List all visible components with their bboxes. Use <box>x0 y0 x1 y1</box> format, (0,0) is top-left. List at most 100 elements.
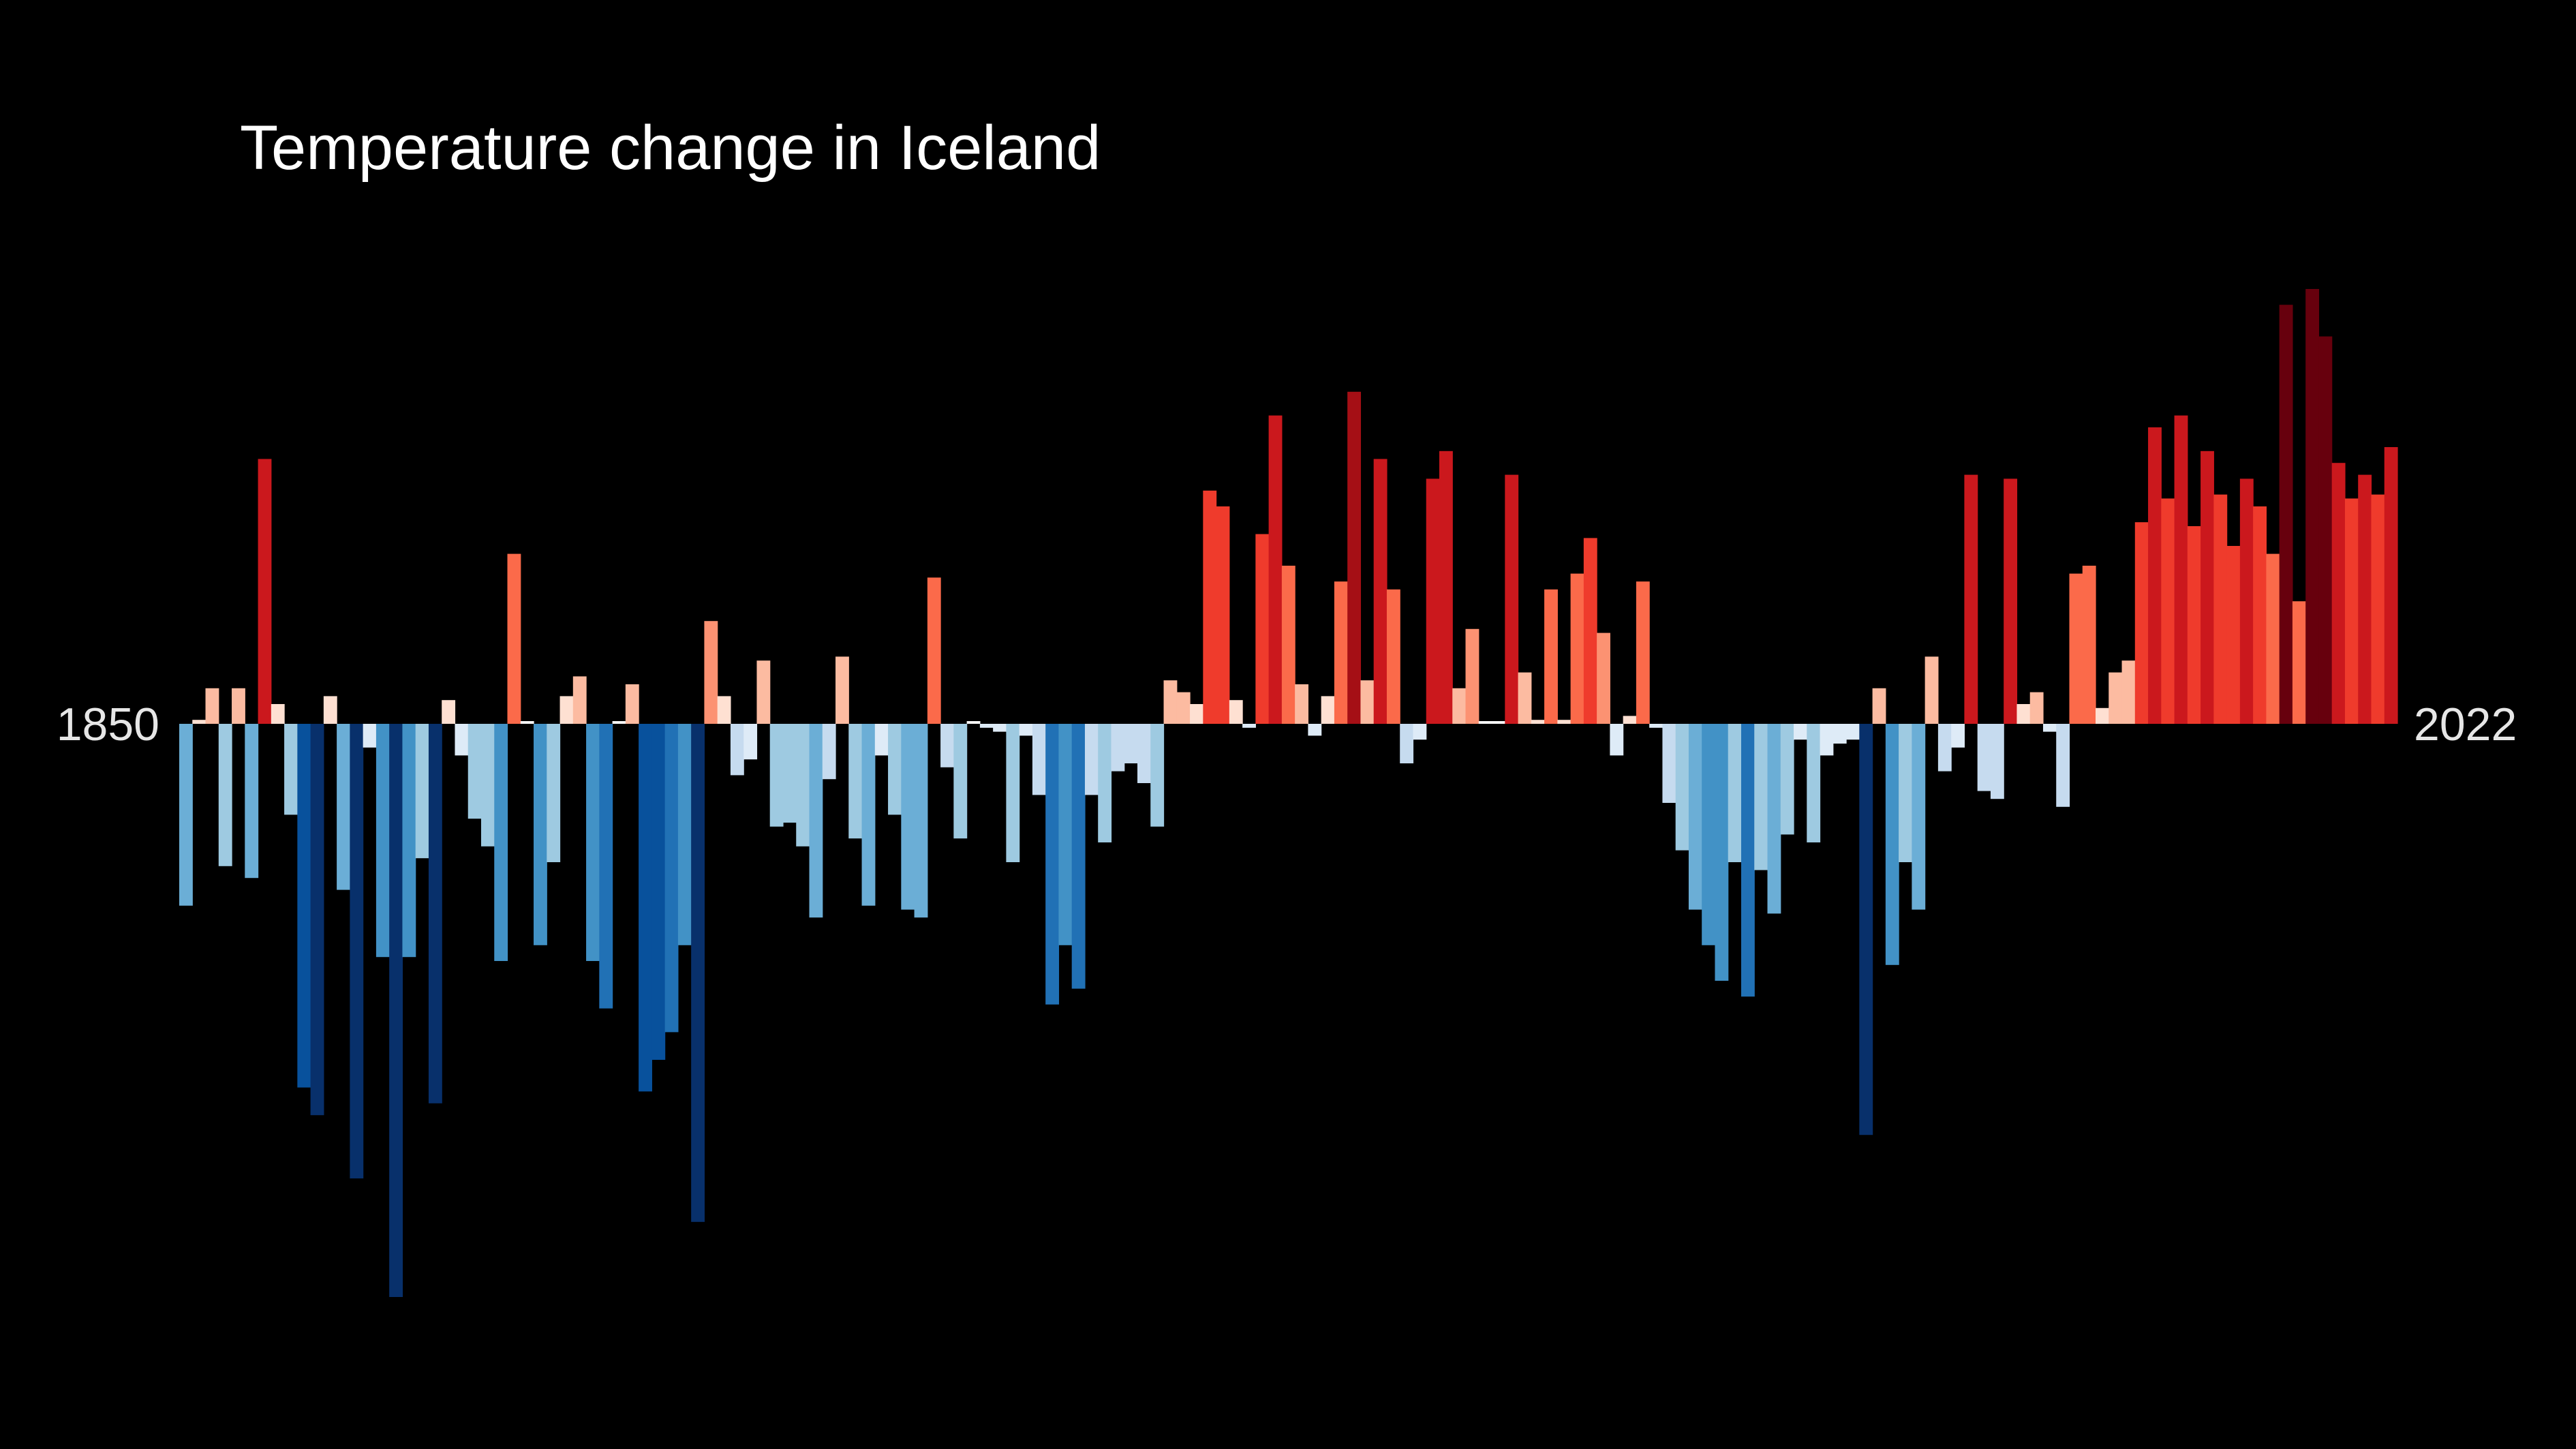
bar-1887 <box>664 724 679 1033</box>
bar-1892 <box>730 724 744 776</box>
bar-1936 <box>1308 724 1322 736</box>
bar-1889 <box>691 724 705 1222</box>
bar-1904 <box>888 724 902 815</box>
bar-1916 <box>1045 724 1060 1005</box>
bar-1950 <box>1492 721 1505 724</box>
bar-1888 <box>677 724 692 945</box>
bar-1945 <box>1426 478 1440 724</box>
bar-1909 <box>953 724 968 839</box>
bar-1905 <box>901 724 915 910</box>
bar-1994 <box>2069 573 2083 724</box>
bar-1954 <box>1544 589 1558 724</box>
bar-1855 <box>245 724 259 879</box>
bar-2017 <box>2371 494 2385 724</box>
bar-1999 <box>2134 522 2149 724</box>
bar-1902 <box>861 724 876 906</box>
bar-1854 <box>232 688 245 724</box>
bar-1992 <box>2042 724 2057 732</box>
bar-1858 <box>284 724 298 815</box>
bar-1886 <box>651 724 666 1060</box>
bar-1857 <box>271 704 285 724</box>
bar-2015 <box>2344 498 2359 724</box>
bar-1852 <box>205 688 219 724</box>
bar-1927 <box>1190 704 1203 724</box>
bar-1971 <box>1767 724 1781 914</box>
bar-1865 <box>375 724 390 958</box>
bar-1960 <box>1623 716 1637 724</box>
bar-1965 <box>1688 724 1702 910</box>
bar-1976 <box>1833 724 1847 744</box>
bar-1877 <box>534 724 547 945</box>
bar-1998 <box>2121 660 2136 724</box>
bar-2011 <box>2292 601 2306 724</box>
bar-1929 <box>1216 506 1230 724</box>
bar-1991 <box>2029 692 2044 724</box>
bar-1907 <box>927 577 941 724</box>
chart-title: Temperature change in Iceland <box>240 113 1101 183</box>
end-year-label: 2022 <box>2414 699 2517 750</box>
bar-1956 <box>1570 573 1584 724</box>
bar-2012 <box>2305 289 2320 724</box>
bar-1970 <box>1754 724 1768 870</box>
bar-1988 <box>1990 724 2004 799</box>
bar-1935 <box>1295 684 1308 724</box>
bar-1964 <box>1675 724 1689 851</box>
bar-1873 <box>480 724 495 846</box>
bar-1880 <box>572 676 587 724</box>
bar-1963 <box>1662 724 1676 803</box>
bar-1958 <box>1597 632 1610 724</box>
bar-1969 <box>1741 724 1755 997</box>
bar-1884 <box>625 684 639 724</box>
bar-1941 <box>1373 459 1387 724</box>
bar-1983 <box>1925 656 1939 724</box>
bar-1940 <box>1360 680 1375 724</box>
bar-1899 <box>822 724 836 780</box>
bar-1860 <box>310 724 324 1116</box>
bar-1937 <box>1321 696 1335 724</box>
bar-1972 <box>1780 724 1794 835</box>
bar-1864 <box>363 724 377 748</box>
bar-1925 <box>1163 680 1178 724</box>
bar-1893 <box>743 724 758 760</box>
bar-2006 <box>2226 546 2241 724</box>
bar-1993 <box>2056 724 2070 807</box>
bar-1895 <box>769 724 784 827</box>
bar-1896 <box>782 724 797 823</box>
bar-1931 <box>1242 724 1256 728</box>
bar-1990 <box>2017 704 2031 724</box>
bar-1870 <box>442 700 456 724</box>
bar-1885 <box>639 724 652 1092</box>
bar-2004 <box>2201 451 2214 724</box>
bar-1933 <box>1268 415 1283 724</box>
bar-1922 <box>1124 724 1138 763</box>
bar-2009 <box>2266 553 2280 724</box>
bar-1862 <box>337 724 350 890</box>
bar-1967 <box>1715 724 1729 981</box>
bar-1928 <box>1203 490 1217 724</box>
bar-1947 <box>1452 688 1467 724</box>
bar-1871 <box>455 724 469 756</box>
bar-2007 <box>2239 478 2254 724</box>
bar-1878 <box>547 724 561 862</box>
bar-2016 <box>2358 474 2372 724</box>
bar-1879 <box>559 696 574 724</box>
start-year-label: 1850 <box>57 699 159 750</box>
bar-1881 <box>586 724 600 961</box>
bar-1951 <box>1505 474 1519 724</box>
bar-1948 <box>1465 628 1479 724</box>
bar-1861 <box>323 696 337 724</box>
bar-1978 <box>1859 724 1873 1135</box>
bar-1850 <box>179 724 193 906</box>
bar-1946 <box>1439 451 1453 724</box>
bar-1924 <box>1150 724 1165 827</box>
bar-series <box>179 289 2398 1297</box>
bar-1939 <box>1347 391 1362 724</box>
bar-1897 <box>796 724 810 846</box>
bar-1923 <box>1137 724 1151 783</box>
bar-2003 <box>2187 526 2201 724</box>
bar-1882 <box>599 724 613 1009</box>
bar-1986 <box>1964 474 1978 724</box>
bar-1894 <box>756 660 771 724</box>
bar-1980 <box>1885 724 1899 965</box>
